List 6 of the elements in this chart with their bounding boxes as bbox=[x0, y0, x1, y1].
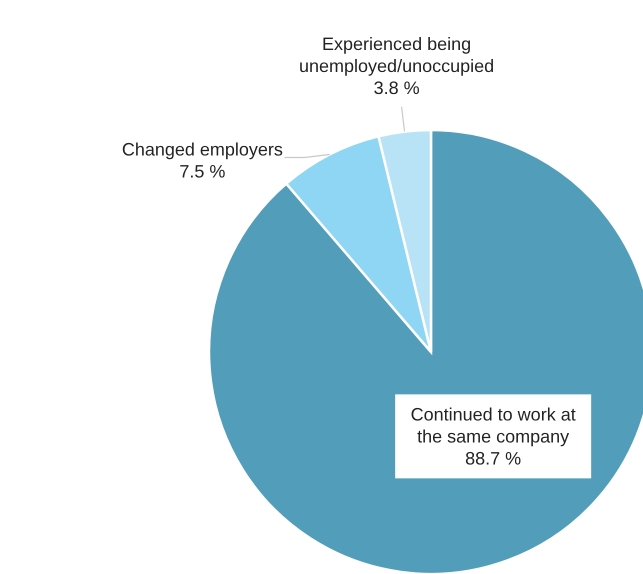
data-label: 7.5 % bbox=[179, 162, 226, 182]
slice-label: Continued to work at the same company bbox=[410, 404, 576, 447]
slice-label: Experienced being unemployed/unoccupied bbox=[299, 34, 494, 76]
slice-label: Changed employers bbox=[122, 140, 283, 160]
data-label: 88.7 % bbox=[465, 448, 522, 469]
data-label: 3.8 % bbox=[374, 78, 420, 98]
